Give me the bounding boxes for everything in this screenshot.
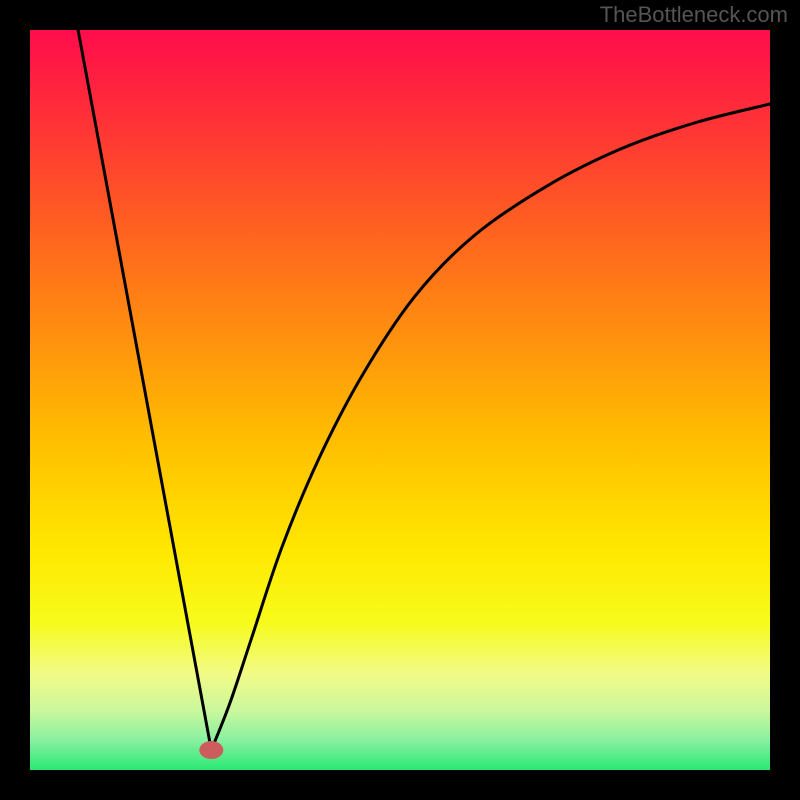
curve-layer bbox=[30, 30, 770, 770]
minimum-marker bbox=[199, 741, 223, 759]
chart-container: TheBottleneck.com bbox=[0, 0, 800, 800]
plot-area bbox=[30, 30, 770, 770]
attribution-label: TheBottleneck.com bbox=[600, 2, 788, 28]
bottleneck-curve bbox=[78, 30, 770, 750]
